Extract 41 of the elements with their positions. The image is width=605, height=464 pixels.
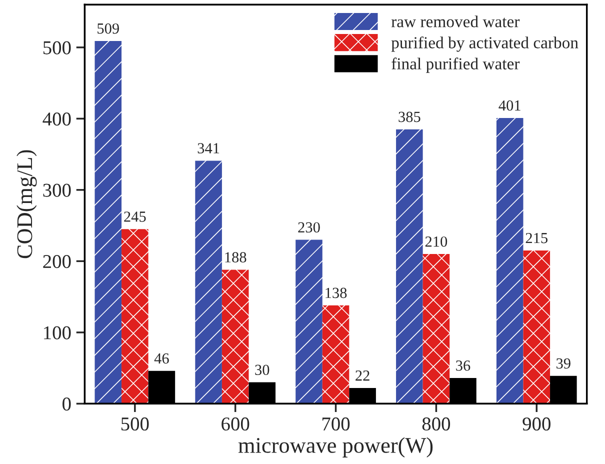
bar [94, 40, 122, 404]
y-axis-title: COD(mg/L) [16, 150, 37, 258]
bar [322, 305, 350, 404]
data-label: 30 [255, 364, 270, 376]
bar [222, 270, 249, 404]
data-label: 401 [498, 100, 520, 111]
x-axis-title: microwave power(W) [238, 437, 433, 458]
data-label: 46 [154, 353, 169, 364]
data-label: 245 [124, 212, 146, 222]
data-label: 215 [526, 232, 548, 244]
y-tick-label: 300 [43, 184, 71, 197]
bar [523, 250, 550, 404]
bar [122, 229, 148, 404]
bar [396, 129, 423, 404]
bar [195, 160, 222, 404]
data-label: 230 [298, 222, 320, 233]
y-tick-label: 100 [44, 326, 71, 340]
x-tick-label: 500 [121, 417, 149, 431]
data-label: 210 [425, 236, 448, 247]
data-label: 36 [456, 360, 470, 371]
data-label: 341 [198, 143, 220, 154]
data-label: 188 [225, 252, 246, 262]
x-tick-label: 700 [322, 417, 350, 431]
x-tick-label: 900 [522, 417, 550, 431]
data-label: 22 [356, 370, 370, 381]
x-tick-label: 600 [222, 417, 250, 431]
legend-label: raw removed water [391, 16, 520, 28]
y-tick-label: 500 [43, 41, 71, 54]
data-label: 509 [98, 23, 119, 34]
bar [422, 254, 450, 404]
legend-label: purified by activated carbon [391, 36, 578, 52]
y-tick-label: 200 [43, 254, 71, 268]
data-label: 385 [398, 112, 420, 122]
bar [296, 240, 322, 404]
x-tick-label: 800 [422, 417, 450, 431]
data-label: 39 [556, 358, 570, 369]
data-label: 138 [326, 288, 347, 298]
y-tick-label: 0 [62, 397, 71, 411]
bar [496, 118, 524, 404]
legend-label: final purified water [392, 58, 520, 73]
y-tick-label: 400 [42, 112, 71, 126]
